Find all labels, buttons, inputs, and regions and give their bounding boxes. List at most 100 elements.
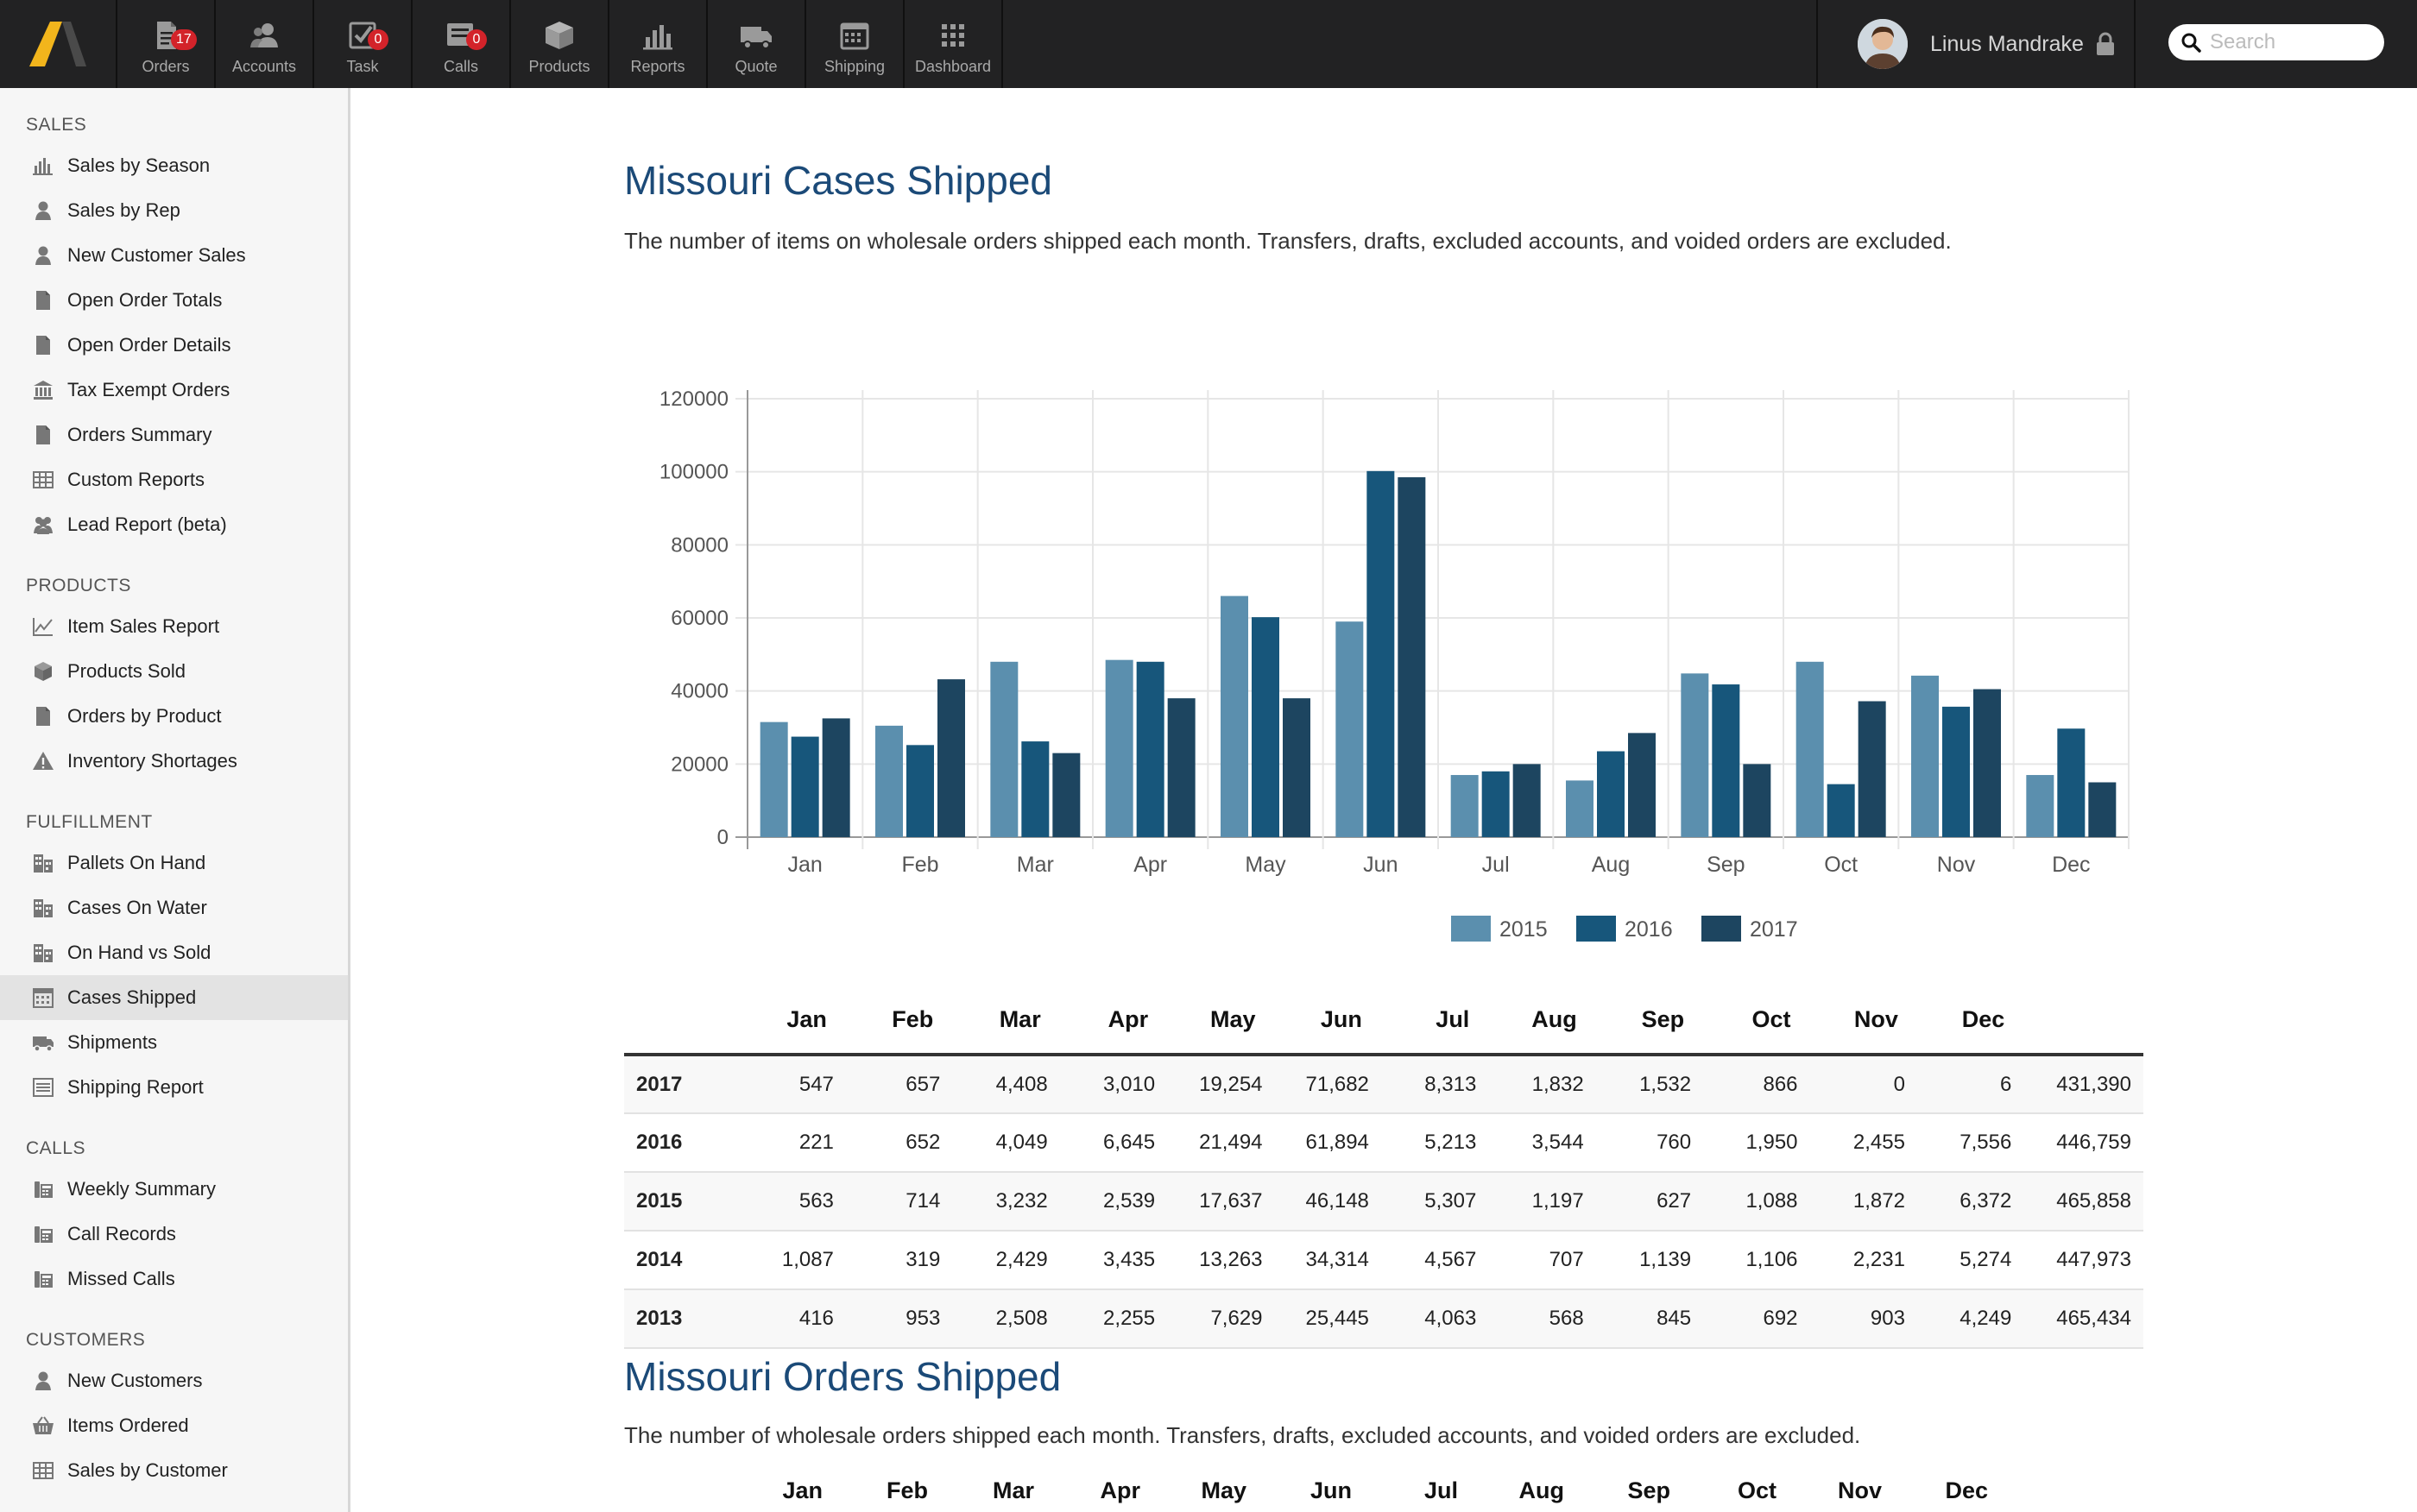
sidebar-section-header: CUSTOMERS <box>26 1330 146 1350</box>
orders-column-header-jan[interactable]: Jan <box>782 1477 823 1503</box>
sidebar-item-new-customer-sales[interactable]: New Customer Sales <box>0 233 348 278</box>
nav-label: Dashboard <box>914 58 992 75</box>
sidebar-item-call-records[interactable]: Call Records <box>0 1212 348 1257</box>
orders-column-header-feb[interactable]: Feb <box>886 1477 928 1503</box>
orders-column-header-jul[interactable]: Jul <box>1423 1477 1458 1503</box>
search-icon[interactable] <box>2180 32 2201 53</box>
bar-2016-nov <box>1942 706 1970 837</box>
search-box[interactable] <box>2168 24 2384 60</box>
reports-icon <box>643 25 672 50</box>
sidebar-item-sales-by-customer[interactable]: Sales by Customer <box>0 1448 348 1493</box>
nav-reports[interactable]: Reports <box>609 0 708 88</box>
nav-label: Orders <box>142 58 190 75</box>
sidebar-item-items-ordered[interactable]: Items Ordered <box>0 1403 348 1448</box>
sidebar-item-custom-reports[interactable]: Custom Reports <box>0 457 348 502</box>
sidebar-item-sales-by-rep[interactable]: Sales by Rep <box>0 188 348 233</box>
nav-calls[interactable]: Calls 0 <box>413 0 511 88</box>
group-icon <box>34 517 53 534</box>
column-header-feb[interactable]: Feb <box>845 986 953 1056</box>
column-header-jun[interactable]: Jun <box>1274 986 1381 1056</box>
nav-label: Reports <box>630 58 685 75</box>
sidebar-item-orders-summary[interactable]: Orders Summary <box>0 413 348 457</box>
lock-icon[interactable] <box>2096 32 2115 56</box>
sidebar-item-pallets-on-hand[interactable]: Pallets On Hand <box>0 841 348 885</box>
legend-swatch-2016 <box>1576 916 1616 942</box>
bar-2015-jul <box>1450 775 1479 837</box>
nav-task[interactable]: Task 0 <box>314 0 413 88</box>
table-cell: 13,263 <box>1167 1231 1275 1290</box>
shipping-icon <box>840 22 869 50</box>
bar-2017-apr <box>1167 698 1196 837</box>
nav-orders[interactable]: Orders 17 <box>117 0 216 88</box>
orders-column-header-jun[interactable]: Jun <box>1309 1477 1352 1503</box>
column-header-blank[interactable] <box>2023 986 2143 1056</box>
column-header-nov[interactable]: Nov <box>1809 986 1917 1056</box>
x-tick-label: Jul <box>1482 853 1510 877</box>
column-header-blank[interactable] <box>624 986 740 1056</box>
sidebar-item-shipping-report[interactable]: Shipping Report <box>0 1065 348 1110</box>
orders-column-header-oct[interactable]: Oct <box>1737 1477 1776 1503</box>
sidebar-item-cases-on-water[interactable]: Cases On Water <box>0 885 348 930</box>
sidebar-item-orders-by-product[interactable]: Orders by Product <box>0 694 348 739</box>
column-header-jan[interactable]: Jan <box>739 986 846 1056</box>
sidebar-item-label: Orders by Product <box>67 705 222 727</box>
column-header-jul[interactable]: Jul <box>1380 986 1489 1056</box>
column-header-aug[interactable]: Aug <box>1488 986 1596 1056</box>
table-cell: 71,682 <box>1274 1055 1381 1114</box>
column-header-dec[interactable]: Dec <box>1916 986 2024 1056</box>
sidebar-item-cases-shipped[interactable]: Cases Shipped <box>0 975 348 1020</box>
table-cell: 657 <box>845 1055 953 1114</box>
nav-label: Accounts <box>231 58 297 75</box>
sidebar-item-label: Open Order Details <box>67 334 231 356</box>
bar-2015-jun <box>1335 621 1364 837</box>
avatar[interactable] <box>1858 19 1908 69</box>
bar-2017-mar <box>1052 753 1081 837</box>
column-header-oct[interactable]: Oct <box>1703 986 1810 1056</box>
sidebar-item-weekly-summary[interactable]: Weekly Summary <box>0 1167 348 1212</box>
bar-2015-sep <box>1681 673 1709 837</box>
column-header-apr[interactable]: Apr <box>1059 986 1168 1056</box>
sidebar-item-open-order-details[interactable]: Open Order Details <box>0 323 348 368</box>
orders-column-header-dec[interactable]: Dec <box>1945 1477 1988 1503</box>
table-cell: 7,556 <box>1916 1113 2024 1173</box>
sidebar-item-item-sales-report[interactable]: Item Sales Report <box>0 604 348 649</box>
orders-column-header-aug[interactable]: Aug <box>1518 1477 1564 1503</box>
sidebar-item-products-sold[interactable]: Products Sold <box>0 649 348 694</box>
sidebar-item-sales-by-season[interactable]: Sales by Season <box>0 143 348 188</box>
sidebar-item-label: Sales by Rep <box>67 199 180 221</box>
orders-column-header-apr[interactable]: Apr <box>1100 1477 1141 1503</box>
sidebar-item-lead-report-beta[interactable]: Lead Report (beta) <box>0 502 348 547</box>
table-cell: 4,249 <box>1916 1289 2024 1349</box>
sidebar-item-shipments[interactable]: Shipments <box>0 1020 348 1065</box>
column-header-sep[interactable]: Sep <box>1595 986 1704 1056</box>
orders-column-header-may[interactable]: May <box>1201 1477 1246 1503</box>
sidebar-item-open-order-totals[interactable]: Open Order Totals <box>0 278 348 323</box>
app-logo[interactable] <box>0 0 117 88</box>
nav-shipping[interactable]: Shipping <box>806 0 905 88</box>
search-input[interactable] <box>2210 30 2374 54</box>
column-header-mar[interactable]: Mar <box>952 986 1060 1056</box>
column-header-may[interactable]: May <box>1167 986 1275 1056</box>
orders-column-header-sep[interactable]: Sep <box>1627 1477 1670 1503</box>
sidebar-item-label: Cases On Water <box>67 897 207 918</box>
sidebar-item-label: Cases Shipped <box>67 986 197 1008</box>
nav-quote[interactable]: Quote <box>708 0 806 88</box>
x-tick-label: Nov <box>1937 853 1976 877</box>
sidebar-item-missed-calls[interactable]: Missed Calls <box>0 1257 348 1301</box>
bar-2015-mar <box>990 661 1019 837</box>
nav-products[interactable]: Products <box>511 0 609 88</box>
sidebar-item-on-hand-vs-sold[interactable]: On Hand vs Sold <box>0 930 348 975</box>
sidebar-item-label: Open Order Totals <box>67 289 223 311</box>
nav-label: Task <box>346 58 379 75</box>
user-menu[interactable]: Linus Mandrake <box>1816 0 2136 88</box>
sidebar-item-tax-exempt-orders[interactable]: Tax Exempt Orders <box>0 368 348 413</box>
document-icon <box>36 291 50 310</box>
bar-2015-may <box>1221 595 1248 837</box>
orders-column-header-nov[interactable]: Nov <box>1837 1477 1882 1503</box>
sidebar-item-new-customers[interactable]: New Customers <box>0 1358 348 1403</box>
orders-column-header-mar[interactable]: Mar <box>992 1477 1034 1503</box>
sidebar-item-inventory-shortages[interactable]: Inventory Shortages <box>0 739 348 784</box>
nav-dashboard[interactable]: Dashboard <box>905 0 1003 88</box>
page-title: Missouri Cases Shipped <box>624 158 1053 203</box>
nav-accounts[interactable]: Accounts <box>216 0 314 88</box>
